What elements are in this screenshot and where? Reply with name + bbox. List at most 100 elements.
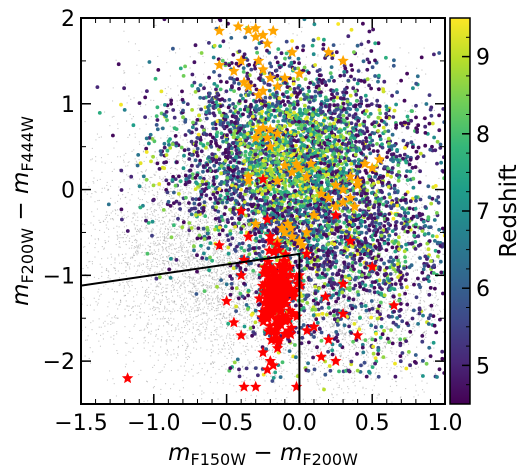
background-point [186, 345, 188, 347]
background-point [243, 157, 245, 159]
background-point [411, 376, 413, 378]
background-point [181, 251, 183, 253]
background-point [231, 317, 233, 319]
background-point [156, 219, 158, 221]
background-point [334, 305, 336, 307]
background-point [396, 285, 398, 287]
background-point [211, 352, 213, 354]
background-point [349, 340, 351, 342]
background-point [183, 251, 185, 253]
background-point [167, 246, 169, 248]
background-point [181, 124, 183, 126]
background-point [302, 316, 304, 318]
background-point [371, 287, 373, 289]
background-point [204, 212, 206, 214]
background-point [215, 331, 217, 333]
background-point [374, 315, 376, 317]
background-point [194, 116, 196, 118]
background-point [87, 335, 89, 337]
background-point [227, 255, 229, 257]
background-point [305, 347, 307, 349]
background-point [362, 387, 364, 389]
background-point [351, 377, 353, 379]
background-point [90, 159, 92, 161]
background-point [90, 235, 92, 237]
background-point [217, 253, 219, 255]
background-point [358, 312, 360, 314]
background-point [144, 294, 146, 296]
background-point [284, 349, 286, 351]
background-point [392, 194, 394, 196]
background-point [107, 323, 109, 325]
background-point [213, 235, 215, 237]
background-point [318, 366, 320, 368]
background-point [92, 224, 94, 226]
background-point [226, 266, 228, 268]
background-point [134, 212, 136, 214]
background-point [339, 323, 341, 325]
background-point [341, 300, 343, 302]
background-point [231, 203, 233, 205]
background-point [223, 313, 225, 315]
background-point [338, 316, 340, 318]
background-point [245, 266, 247, 268]
background-point [326, 122, 328, 124]
background-point [139, 316, 141, 318]
background-point [253, 305, 255, 307]
background-point [250, 307, 252, 309]
background-point [179, 281, 181, 283]
background-point [152, 345, 154, 347]
background-point [201, 296, 203, 298]
background-point [189, 275, 191, 277]
background-point [124, 316, 126, 318]
background-point [316, 337, 318, 339]
background-point [344, 309, 346, 311]
background-point [357, 301, 359, 303]
background-point [166, 287, 168, 289]
background-point [369, 286, 371, 288]
background-point [126, 281, 128, 283]
background-point [166, 171, 168, 173]
background-point [328, 316, 330, 318]
background-point [200, 275, 202, 277]
background-point [246, 192, 248, 194]
background-point [197, 310, 199, 312]
background-point [209, 178, 211, 180]
background-point [183, 283, 185, 285]
background-point [171, 300, 173, 302]
background-point [187, 304, 189, 306]
background-point [283, 369, 285, 371]
background-point [389, 292, 391, 294]
background-point [305, 202, 307, 204]
background-point [201, 236, 203, 238]
background-point [210, 355, 212, 357]
background-point [116, 333, 118, 335]
background-point [205, 330, 207, 332]
background-point [114, 262, 116, 264]
background-point [435, 260, 437, 262]
background-point [240, 158, 242, 160]
background-point [185, 370, 187, 372]
background-point [179, 280, 181, 282]
background-point [443, 253, 445, 255]
background-point [213, 253, 215, 255]
background-point [390, 296, 392, 298]
background-point [124, 261, 126, 263]
background-point [260, 184, 262, 186]
background-point [180, 235, 182, 237]
background-point [384, 316, 386, 318]
background-point [125, 165, 127, 167]
background-point [415, 390, 417, 392]
background-point [308, 275, 310, 277]
background-point [108, 228, 110, 230]
background-point [197, 150, 199, 152]
background-point [298, 207, 300, 209]
background-point [355, 272, 357, 274]
background-point [397, 255, 399, 257]
background-point [309, 311, 311, 313]
background-point [230, 206, 232, 208]
background-point [169, 75, 171, 77]
background-point [188, 261, 190, 263]
background-point [254, 273, 256, 275]
background-point [212, 272, 214, 274]
